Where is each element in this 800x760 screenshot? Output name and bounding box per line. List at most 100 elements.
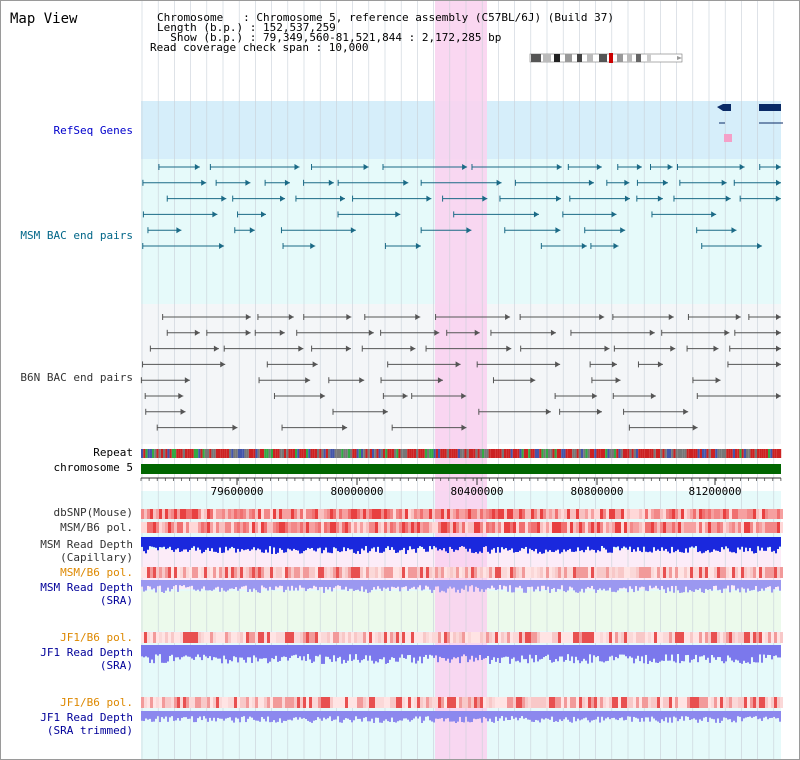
msm-b6-pol-cell <box>291 522 294 533</box>
msm-b6-pol-sra-cell <box>210 567 213 578</box>
jf1-b6-pol-trimmed-cell <box>318 697 321 708</box>
jf1-b6-pol-trimmed-cell <box>435 697 438 708</box>
jf1-b6-pol-cell <box>363 632 366 643</box>
msm-b6-pol-cell <box>324 522 327 533</box>
track-label-msm-b6-pol-sra[interactable]: MSM/B6 pol. <box>60 566 133 579</box>
track-label-msm-bac[interactable]: MSM BAC end pairs <box>20 229 133 242</box>
repeat-segment <box>543 449 546 458</box>
msm-b6-pol-sra-cell <box>192 567 195 578</box>
msm-b6-pol-sra-cell <box>558 567 561 578</box>
jf1-b6-pol-cell <box>651 632 654 643</box>
dbsnp-cell <box>504 509 507 519</box>
msm-depth-capillary-bar <box>349 537 351 550</box>
repeat-segment <box>369 449 372 458</box>
track-label-refseq-genes[interactable]: RefSeq Genes <box>53 124 133 137</box>
msm-depth-sra-bar <box>729 580 731 593</box>
track-label-repeat[interactable]: Repeat <box>93 446 133 459</box>
jf1-depth-trimmed-bar <box>475 711 477 720</box>
msm-depth-capillary-bar <box>481 537 483 553</box>
jf1-depth-sra-bar <box>611 645 613 656</box>
track-label-msm-depth-capillary[interactable]: MSM Read Depth <box>40 538 133 551</box>
msm-bac-pair-arrow <box>657 195 663 202</box>
msm-depth-sra-bar <box>235 580 237 588</box>
track-label-chromosome[interactable]: chromosome 5 <box>53 461 133 474</box>
jf1-depth-sra-bar <box>173 645 175 662</box>
jf1-depth-sra-bar <box>327 645 329 657</box>
repeat-segment <box>156 449 159 458</box>
msm-b6-pol-cell <box>171 522 174 533</box>
jf1-depth-sra-bar <box>227 645 229 664</box>
b6n-bac-pair-arrow <box>474 329 480 336</box>
dbsnp-cell <box>549 509 552 519</box>
msm-depth-capillary-bar <box>493 537 495 549</box>
jf1-depth-sra-bar <box>431 645 433 656</box>
track-label-b6n-bac[interactable]: B6N BAC end pairs <box>20 371 133 384</box>
track-label-jf1-depth-trimmed[interactable]: JF1 Read Depth <box>40 711 133 724</box>
jf1-depth-sra-bar <box>521 645 523 656</box>
jf1-depth-sra-bar <box>559 645 561 657</box>
track-label-jf1-b6-pol[interactable]: JF1/B6 pol. <box>60 631 133 644</box>
jf1-b6-pol-trimmed-cell <box>588 697 591 708</box>
msm-b6-pol-sra-cell <box>276 567 279 578</box>
dbsnp-cell <box>477 509 480 519</box>
msm-depth-sra-bar <box>627 580 629 593</box>
jf1-b6-pol-cell <box>147 632 150 643</box>
msm-depth-sra-bar <box>557 580 559 589</box>
dbsnp-cell <box>750 509 753 519</box>
jf1-b6-pol-cell <box>702 632 705 643</box>
jf1-depth-sra-bar <box>569 645 571 661</box>
msm-depth-capillary-bar <box>673 537 675 553</box>
repeat-segment <box>420 449 423 458</box>
msm-depth-sra-bar <box>549 580 551 593</box>
msm-b6-pol-sra-cell <box>567 567 570 578</box>
jf1-depth-trimmed-bar <box>303 711 305 718</box>
refseq-gene-highlight <box>724 134 732 142</box>
jf1-b6-pol-cell <box>534 632 537 643</box>
dbsnp-cell <box>405 509 408 519</box>
msm-depth-sra-bar <box>345 580 347 587</box>
repeat-segment <box>182 449 185 458</box>
repeat-segment <box>501 449 504 458</box>
track-label-msm-b6-pol[interactable]: MSM/B6 pol. <box>60 521 133 534</box>
msm-b6-pol-cell <box>450 522 453 533</box>
track-label-dbsnp[interactable]: dbSNP(Mouse) <box>53 506 133 519</box>
msm-depth-capillary-bar <box>651 537 653 553</box>
msm-b6-pol-cell <box>489 522 492 533</box>
repeat-segment <box>721 449 724 458</box>
jf1-b6-pol-trimmed-cell <box>480 697 483 708</box>
dbsnp-cell <box>390 509 393 519</box>
repeat-segment <box>636 449 639 458</box>
chromosome-ideogram[interactable] <box>529 53 683 63</box>
b6n-bac-pair-arrow <box>461 424 467 431</box>
msm-depth-capillary-bar <box>633 537 635 550</box>
dbsnp-cell <box>507 509 510 519</box>
track-label-jf1-b6-pol-trimmed[interactable]: JF1/B6 pol. <box>60 696 133 709</box>
jf1-depth-sra-bar <box>747 645 749 663</box>
msm-depth-sra-bar <box>623 580 625 588</box>
jf1-depth-sra-bar <box>561 645 563 657</box>
msm-b6-pol-cell <box>261 522 264 533</box>
msm-b6-pol-sra-cell <box>780 567 783 578</box>
dbsnp-cell <box>156 509 159 519</box>
repeat-segment <box>354 449 357 458</box>
jf1-depth-sra-bar <box>777 645 779 658</box>
msm-b6-pol-cell <box>423 522 426 533</box>
repeat-segment <box>416 449 419 458</box>
jf1-b6-pol-cell <box>723 632 726 643</box>
track-label-msm-depth-sra[interactable]: MSM Read Depth <box>40 581 133 594</box>
track-label-jf1-depth-sra[interactable]: JF1 Read Depth <box>40 646 133 659</box>
msm-depth-sra-bar <box>553 580 555 588</box>
dbsnp-cell <box>285 509 288 519</box>
msm-depth-sra-bar <box>455 580 457 593</box>
msm-depth-capillary-bar <box>199 537 201 550</box>
msm-depth-capillary-bar <box>147 537 149 550</box>
jf1-b6-pol-cell <box>432 632 435 643</box>
repeat-segment <box>202 449 205 458</box>
jf1-b6-pol-cell <box>603 632 606 643</box>
b6n-bac-pair-arrow <box>545 408 551 415</box>
msm-depth-capillary-bar <box>729 537 731 552</box>
jf1-depth-sra-bar <box>295 645 297 655</box>
dbsnp-cell <box>207 509 210 519</box>
jf1-depth-sra-bar <box>657 645 659 664</box>
